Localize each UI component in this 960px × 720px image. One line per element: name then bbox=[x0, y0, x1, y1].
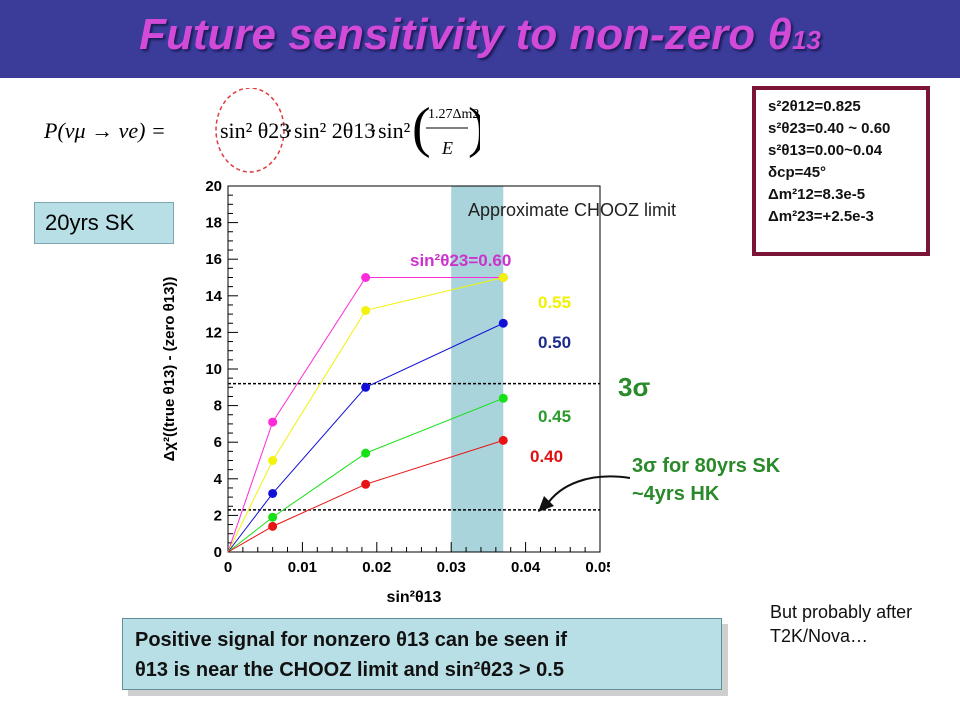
series-label: 0.45 bbox=[538, 407, 571, 426]
x-tick-label: 0.04 bbox=[511, 559, 541, 576]
formula-lhs: P(νμ → νe) = bbox=[43, 118, 166, 143]
data-point bbox=[361, 273, 371, 282]
formula-numerator: 1.27Δm23² L bbox=[428, 107, 480, 122]
data-point bbox=[361, 305, 371, 315]
series-line bbox=[227, 397, 504, 553]
x-tick-label: 0.01 bbox=[288, 559, 317, 576]
param-line: Δm²23=+2.5e-3 bbox=[768, 208, 874, 225]
formula-highlight-circle bbox=[215, 88, 285, 173]
x-tick-label: 0 bbox=[224, 559, 232, 576]
data-point bbox=[268, 512, 278, 522]
series-line bbox=[227, 277, 504, 553]
data-point bbox=[361, 448, 371, 458]
parameter-box: s²2θ12=0.825 s²θ23=0.40 ~ 0.60 s²θ13=0.0… bbox=[752, 86, 930, 256]
formula-denominator: E bbox=[441, 138, 453, 158]
series-label: 0.55 bbox=[538, 293, 571, 312]
formula-dot1: · bbox=[286, 118, 293, 143]
conclusion-line2: θ13 is near the CHOOZ limit and sin²θ23 … bbox=[135, 659, 564, 681]
y-tick-label: 20 bbox=[205, 178, 222, 195]
y-tick-label: 18 bbox=[205, 215, 222, 232]
y-tick-label: 0 bbox=[214, 544, 222, 561]
formula-term1: sin² θ23 bbox=[220, 118, 290, 143]
title-bar bbox=[0, 0, 960, 78]
series-label: sin²θ23=0.60 bbox=[410, 251, 511, 270]
y-tick-label: 8 bbox=[214, 398, 222, 415]
formula-term2: sin² 2θ13 bbox=[294, 118, 375, 143]
param-line: δcp=45° bbox=[768, 164, 827, 181]
data-point bbox=[268, 488, 278, 498]
title-main: Future sensitivity to non-zero θ bbox=[139, 10, 792, 59]
y-tick-label: 14 bbox=[205, 288, 222, 305]
data-point bbox=[268, 456, 278, 465]
y-tick-label: 6 bbox=[214, 434, 222, 451]
chart-svg: 0 0.01 0.02 0.03 0.04 0.05 0 2 4 6 8 10 12 14 16 18 20 si… bbox=[161, 178, 615, 606]
data-point bbox=[498, 273, 508, 282]
sk-badge: 20yrs SK bbox=[34, 202, 174, 244]
data-point bbox=[361, 382, 371, 392]
conclusion-box: Positive signal for nonzero θ13 can be s… bbox=[122, 618, 722, 690]
series-line bbox=[227, 439, 504, 553]
y-tick-label: 12 bbox=[205, 324, 222, 341]
oscillation-formula: P(νμ → νe) = sin² θ23 · sin² 2θ13 · sin²… bbox=[43, 88, 480, 173]
conclusion-line1: Positive signal for nonzero θ13 can be s… bbox=[135, 629, 568, 651]
three-sigma-80yrs-line2: ~4yrs HK bbox=[632, 483, 720, 505]
x-tick-label: 0.05 bbox=[585, 559, 610, 576]
sensitivity-chart: 0 0.01 0.02 0.03 0.04 0.05 0 2 4 6 8 10 12 14 16 18 20 si… bbox=[150, 176, 615, 612]
x-tick-label: 0.03 bbox=[437, 559, 466, 576]
data-point bbox=[268, 521, 278, 531]
page-title: Future sensitivity to non-zero θ13 bbox=[0, 10, 960, 60]
y-tick-label: 16 bbox=[205, 251, 222, 268]
formula-term3: sin² bbox=[378, 118, 411, 143]
series-line bbox=[227, 277, 504, 553]
param-line: s²2θ12=0.825 bbox=[768, 98, 861, 115]
series-label: 0.50 bbox=[538, 333, 571, 352]
side-note: But probably after T2K/Nova… bbox=[770, 602, 913, 646]
three-sigma-80yrs-label: 3σ for 80yrs SK ~4yrs HK bbox=[632, 452, 780, 508]
chooz-band bbox=[451, 186, 504, 552]
y-tick-label: 2 bbox=[214, 507, 222, 524]
param-line: Δm²12=8.3e-5 bbox=[768, 186, 866, 203]
formula-left-paren: ( bbox=[412, 97, 431, 159]
three-sigma-80yrs-line1: 3σ for 80yrs SK bbox=[632, 455, 781, 477]
formula-right-paren: ) bbox=[468, 97, 480, 159]
formula-dot2: · bbox=[370, 118, 377, 143]
data-point bbox=[498, 435, 508, 445]
data-point bbox=[268, 417, 278, 427]
arrow-icon bbox=[538, 475, 631, 512]
y-axis-label: Δχ²((true θ13) - (zero θ13)) bbox=[161, 277, 178, 462]
x-axis-label: sin²θ13 bbox=[387, 589, 442, 606]
title-subscript: 13 bbox=[791, 25, 821, 55]
data-point bbox=[498, 318, 508, 328]
chooz-label: Approximate CHOOZ limit bbox=[468, 200, 677, 220]
param-line: s²θ23=0.40 ~ 0.60 bbox=[768, 120, 891, 137]
series-line bbox=[227, 322, 504, 553]
y-tick-label: 4 bbox=[214, 471, 223, 488]
x-tick-label: 0.02 bbox=[362, 559, 391, 576]
y-tick-label: 10 bbox=[205, 361, 222, 378]
three-sigma-label: 3σ bbox=[618, 372, 651, 402]
data-point bbox=[361, 479, 371, 489]
data-point bbox=[498, 393, 508, 403]
param-line: s²θ13=0.00~0.04 bbox=[768, 142, 883, 159]
series-label: 0.40 bbox=[530, 447, 563, 466]
